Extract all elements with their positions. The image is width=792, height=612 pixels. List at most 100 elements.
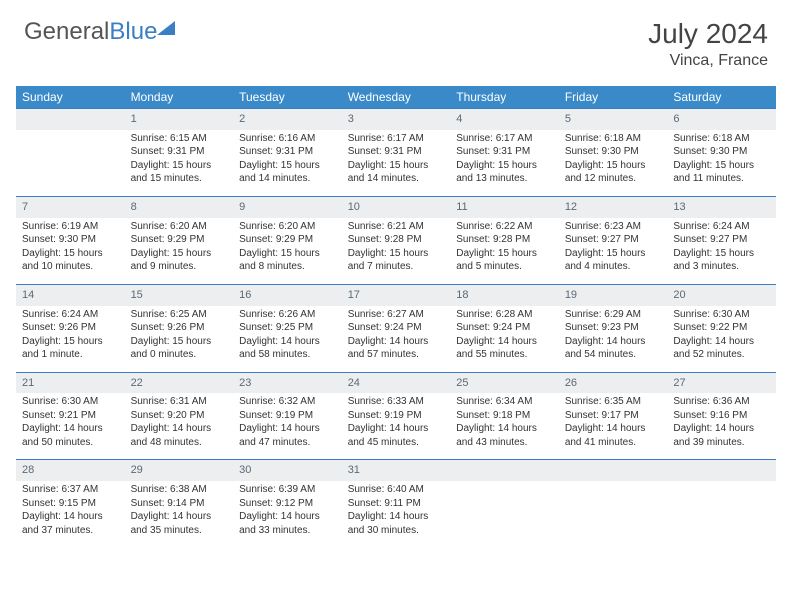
sunset-line: Sunset: 9:26 PM — [131, 321, 228, 335]
daylight-line: Daylight: 14 hours and 43 minutes. — [456, 422, 553, 449]
daylight-line: Daylight: 15 hours and 3 minutes. — [673, 247, 770, 274]
day-number-cell: 28 — [16, 460, 125, 481]
sunset-line: Sunset: 9:25 PM — [239, 321, 336, 335]
day-number-cell: 23 — [233, 372, 342, 393]
sunrise-line: Sunrise: 6:28 AM — [456, 308, 553, 322]
day-detail-cell: Sunrise: 6:28 AMSunset: 9:24 PMDaylight:… — [450, 306, 559, 373]
weekday-header: Monday — [125, 86, 234, 109]
day-number-cell: 12 — [559, 196, 668, 217]
sunrise-line: Sunrise: 6:24 AM — [673, 220, 770, 234]
day-detail-cell: Sunrise: 6:19 AMSunset: 9:30 PMDaylight:… — [16, 218, 125, 285]
day-detail-cell: Sunrise: 6:31 AMSunset: 9:20 PMDaylight:… — [125, 393, 234, 460]
day-number-cell: 13 — [667, 196, 776, 217]
day-detail-cell: Sunrise: 6:34 AMSunset: 9:18 PMDaylight:… — [450, 393, 559, 460]
month-title: July 2024 — [648, 18, 768, 50]
sunrise-line: Sunrise: 6:34 AM — [456, 395, 553, 409]
day-number-cell: 20 — [667, 284, 776, 305]
day-detail-cell: Sunrise: 6:35 AMSunset: 9:17 PMDaylight:… — [559, 393, 668, 460]
sunrise-line: Sunrise: 6:31 AM — [131, 395, 228, 409]
daylight-line: Daylight: 14 hours and 35 minutes. — [131, 510, 228, 537]
location: Vinca, France — [648, 52, 768, 70]
sunset-line: Sunset: 9:20 PM — [131, 409, 228, 423]
daylight-line: Daylight: 14 hours and 45 minutes. — [348, 422, 445, 449]
detail-row: Sunrise: 6:30 AMSunset: 9:21 PMDaylight:… — [16, 393, 776, 460]
sunset-line: Sunset: 9:30 PM — [565, 145, 662, 159]
day-number-cell: 1 — [125, 109, 234, 130]
day-detail-cell — [667, 481, 776, 547]
day-number-cell: 17 — [342, 284, 451, 305]
daylight-line: Daylight: 14 hours and 30 minutes. — [348, 510, 445, 537]
sunset-line: Sunset: 9:29 PM — [131, 233, 228, 247]
day-number-cell: 25 — [450, 372, 559, 393]
sunset-line: Sunset: 9:26 PM — [22, 321, 119, 335]
day-detail-cell: Sunrise: 6:30 AMSunset: 9:22 PMDaylight:… — [667, 306, 776, 373]
day-detail-cell: Sunrise: 6:22 AMSunset: 9:28 PMDaylight:… — [450, 218, 559, 285]
header: GeneralBlue July 2024 Vinca, France — [0, 0, 792, 78]
sunrise-line: Sunrise: 6:37 AM — [22, 483, 119, 497]
calendar-table: SundayMondayTuesdayWednesdayThursdayFrid… — [16, 86, 776, 547]
weekday-header: Friday — [559, 86, 668, 109]
day-number-cell: 15 — [125, 284, 234, 305]
daylight-line: Daylight: 15 hours and 14 minutes. — [348, 159, 445, 186]
day-number-cell: 18 — [450, 284, 559, 305]
sunrise-line: Sunrise: 6:17 AM — [348, 132, 445, 146]
daylight-line: Daylight: 15 hours and 1 minute. — [22, 335, 119, 362]
day-number-cell — [450, 460, 559, 481]
day-number-cell: 22 — [125, 372, 234, 393]
daylight-line: Daylight: 15 hours and 4 minutes. — [565, 247, 662, 274]
sunset-line: Sunset: 9:15 PM — [22, 497, 119, 511]
day-number-cell: 5 — [559, 109, 668, 130]
sunrise-line: Sunrise: 6:20 AM — [239, 220, 336, 234]
daylight-line: Daylight: 14 hours and 57 minutes. — [348, 335, 445, 362]
day-detail-cell: Sunrise: 6:30 AMSunset: 9:21 PMDaylight:… — [16, 393, 125, 460]
sunset-line: Sunset: 9:21 PM — [22, 409, 119, 423]
day-number-cell: 31 — [342, 460, 451, 481]
day-number-cell: 10 — [342, 196, 451, 217]
day-number-cell: 16 — [233, 284, 342, 305]
day-detail-cell: Sunrise: 6:15 AMSunset: 9:31 PMDaylight:… — [125, 130, 234, 197]
sunrise-line: Sunrise: 6:36 AM — [673, 395, 770, 409]
daylight-line: Daylight: 15 hours and 13 minutes. — [456, 159, 553, 186]
daylight-line: Daylight: 14 hours and 33 minutes. — [239, 510, 336, 537]
sunrise-line: Sunrise: 6:18 AM — [565, 132, 662, 146]
day-number-cell — [16, 109, 125, 130]
sunrise-line: Sunrise: 6:25 AM — [131, 308, 228, 322]
logo-part2: Blue — [109, 18, 157, 45]
daylight-line: Daylight: 15 hours and 12 minutes. — [565, 159, 662, 186]
detail-row: Sunrise: 6:15 AMSunset: 9:31 PMDaylight:… — [16, 130, 776, 197]
day-number-cell: 21 — [16, 372, 125, 393]
logo-triangle-icon — [157, 21, 175, 35]
sunset-line: Sunset: 9:11 PM — [348, 497, 445, 511]
day-number-cell: 3 — [342, 109, 451, 130]
sunset-line: Sunset: 9:24 PM — [456, 321, 553, 335]
daylight-line: Daylight: 14 hours and 47 minutes. — [239, 422, 336, 449]
day-detail-cell: Sunrise: 6:27 AMSunset: 9:24 PMDaylight:… — [342, 306, 451, 373]
daylight-line: Daylight: 14 hours and 37 minutes. — [22, 510, 119, 537]
sunset-line: Sunset: 9:28 PM — [456, 233, 553, 247]
day-number-cell: 8 — [125, 196, 234, 217]
day-number-cell — [667, 460, 776, 481]
sunset-line: Sunset: 9:18 PM — [456, 409, 553, 423]
day-number-cell: 19 — [559, 284, 668, 305]
day-number-cell: 30 — [233, 460, 342, 481]
day-detail-cell: Sunrise: 6:26 AMSunset: 9:25 PMDaylight:… — [233, 306, 342, 373]
day-number-cell: 2 — [233, 109, 342, 130]
logo: GeneralBlue — [24, 18, 175, 46]
calendar-body: 123456 Sunrise: 6:15 AMSunset: 9:31 PMDa… — [16, 109, 776, 548]
sunrise-line: Sunrise: 6:27 AM — [348, 308, 445, 322]
sunset-line: Sunset: 9:24 PM — [348, 321, 445, 335]
title-block: July 2024 Vinca, France — [648, 18, 768, 70]
day-detail-cell: Sunrise: 6:39 AMSunset: 9:12 PMDaylight:… — [233, 481, 342, 547]
sunrise-line: Sunrise: 6:33 AM — [348, 395, 445, 409]
day-detail-cell: Sunrise: 6:40 AMSunset: 9:11 PMDaylight:… — [342, 481, 451, 547]
detail-row: Sunrise: 6:24 AMSunset: 9:26 PMDaylight:… — [16, 306, 776, 373]
sunrise-line: Sunrise: 6:16 AM — [239, 132, 336, 146]
detail-row: Sunrise: 6:19 AMSunset: 9:30 PMDaylight:… — [16, 218, 776, 285]
daylight-line: Daylight: 14 hours and 55 minutes. — [456, 335, 553, 362]
day-detail-cell — [450, 481, 559, 547]
sunset-line: Sunset: 9:17 PM — [565, 409, 662, 423]
daylight-line: Daylight: 15 hours and 10 minutes. — [22, 247, 119, 274]
daylight-line: Daylight: 14 hours and 41 minutes. — [565, 422, 662, 449]
sunset-line: Sunset: 9:30 PM — [22, 233, 119, 247]
sunset-line: Sunset: 9:19 PM — [239, 409, 336, 423]
